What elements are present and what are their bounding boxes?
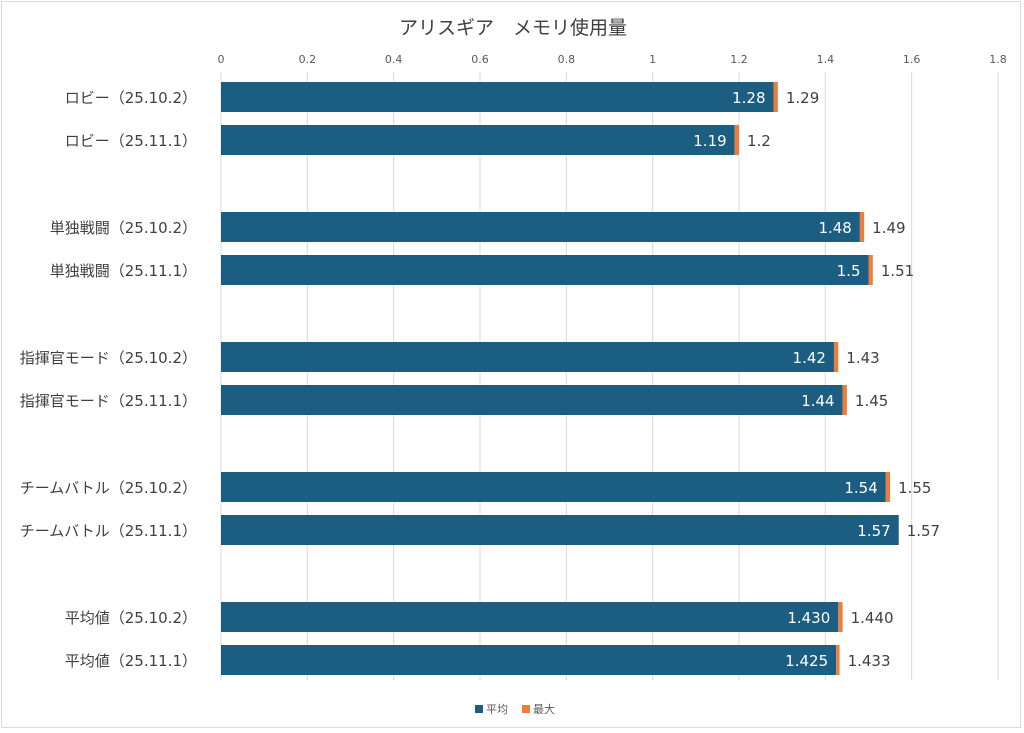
- bar-maximum: [842, 385, 847, 415]
- data-label-maximum: 1.45: [855, 392, 888, 410]
- legend-swatch-average: [475, 705, 483, 713]
- bar-average: [221, 255, 869, 285]
- bar-average: [221, 515, 899, 545]
- bar-average: [221, 645, 837, 675]
- bar-maximum: [836, 645, 840, 675]
- bar-maximum: [859, 212, 865, 242]
- category-label: 単独戦闘（25.10.2）: [50, 219, 197, 237]
- x-tick-label: 0: [218, 53, 225, 66]
- category-label: ロビー（25.10.2）: [65, 89, 197, 107]
- x-tick-label: 0.2: [299, 53, 317, 66]
- x-tick-label: 1.4: [817, 53, 835, 66]
- category-label: ロビー（25.11.1）: [65, 132, 197, 150]
- data-label-average: 1.54: [844, 479, 877, 497]
- bar-maximum: [833, 342, 839, 372]
- category-label: 指揮官モード（25.11.1）: [20, 392, 197, 410]
- data-label-maximum: 1.433: [848, 652, 891, 670]
- data-label-average: 1.48: [818, 219, 851, 237]
- data-label-average: 1.57: [857, 522, 890, 540]
- data-label-maximum: 1.57: [907, 522, 940, 540]
- x-tick-label: 1.6: [903, 53, 921, 66]
- data-label-maximum: 1.2: [747, 132, 771, 150]
- bar-average: [221, 385, 843, 415]
- bar-average: [221, 472, 886, 502]
- legend-label-maximum: 最大: [533, 702, 555, 716]
- data-label-maximum: 1.440: [851, 609, 894, 627]
- x-tick-label: 0.6: [471, 53, 489, 66]
- bar-maximum: [868, 255, 873, 285]
- data-label-maximum: 1.49: [872, 219, 905, 237]
- legend-swatch-maximum: [522, 705, 530, 713]
- data-label-average: 1.42: [793, 349, 826, 367]
- category-label: チームバトル（25.10.2）: [20, 479, 197, 497]
- bar-maximum: [885, 472, 891, 502]
- x-tick-label: 1.2: [730, 53, 748, 66]
- category-label: 平均値（25.11.1）: [65, 652, 197, 670]
- data-label-average: 1.430: [787, 609, 830, 627]
- data-label-maximum: 1.43: [846, 349, 879, 367]
- category-label: チームバトル（25.11.1）: [20, 522, 197, 540]
- x-tick-label: 0.4: [385, 53, 403, 66]
- data-label-average: 1.44: [801, 392, 834, 410]
- category-label: 平均値（25.10.2）: [65, 609, 197, 627]
- data-label-maximum: 1.29: [786, 89, 819, 107]
- bar-average: [221, 342, 834, 372]
- legend-label-average: 平均: [486, 703, 508, 716]
- data-label-average: 1.5: [837, 262, 861, 280]
- bar-average: [221, 125, 735, 155]
- category-label: 単独戦闘（25.11.1）: [50, 262, 197, 280]
- bar-maximum: [838, 602, 843, 632]
- data-label-average: 1.19: [693, 132, 726, 150]
- bar-average: [221, 212, 860, 242]
- bar-average: [221, 602, 839, 632]
- data-label-maximum: 1.51: [881, 262, 914, 280]
- x-tick-label: 0.8: [558, 53, 576, 66]
- bar-average: [221, 82, 774, 112]
- chart-title: アリスギア メモリ使用量: [399, 17, 627, 39]
- data-label-average: 1.28: [732, 89, 765, 107]
- bar-maximum: [734, 125, 739, 155]
- x-tick-label: 1.8: [989, 53, 1007, 66]
- data-label-maximum: 1.55: [898, 479, 931, 497]
- bar-maximum: [773, 82, 778, 112]
- x-tick-label: 1: [649, 53, 656, 66]
- data-label-average: 1.425: [785, 652, 828, 670]
- category-label: 指揮官モード（25.10.2）: [20, 349, 197, 367]
